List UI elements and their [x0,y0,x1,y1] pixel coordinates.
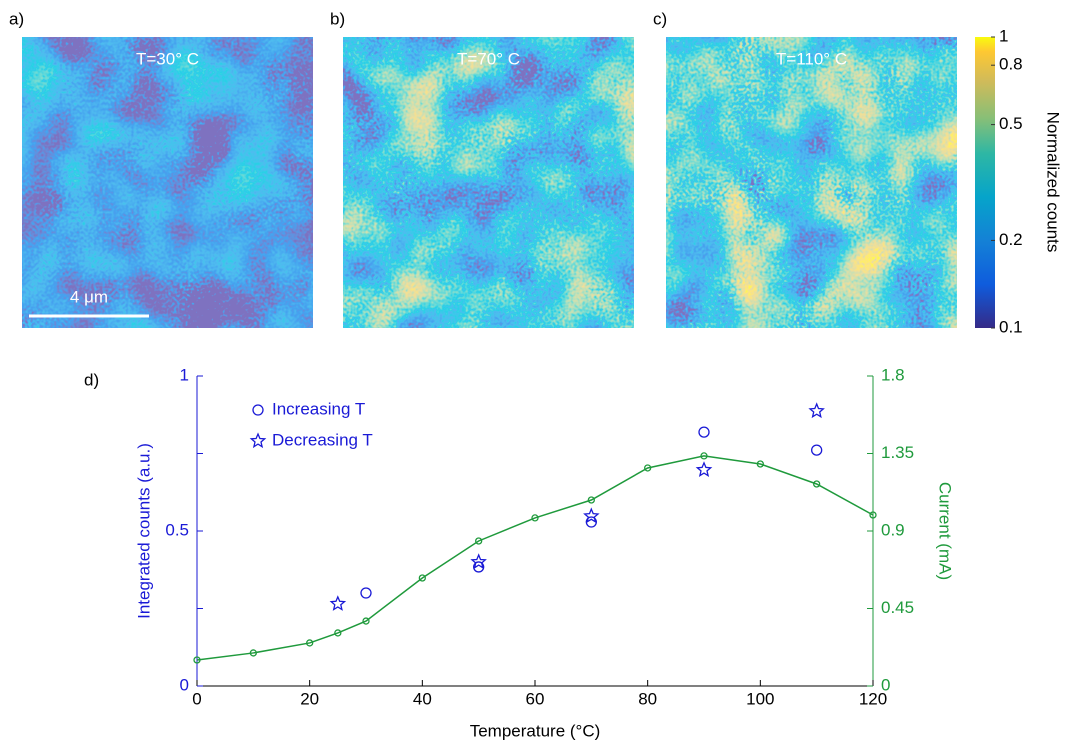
x-tick-label: 120 [859,689,887,708]
data-point [644,464,652,472]
data-point [583,507,600,524]
panel-title: T=70° C [457,49,520,68]
colorbar-tick-label: 1 [999,26,1008,45]
data-point [700,452,708,460]
data-point [193,656,201,664]
legend-marker [249,432,267,449]
x-tick-label: 60 [526,689,545,708]
x-tick-label: 100 [746,689,774,708]
y2-tick-label: 1.35 [881,443,914,462]
data-point [698,426,710,438]
panel-label: a) [9,9,24,28]
heatmap-image [666,37,957,328]
colorbar [975,37,995,328]
data-point [473,561,485,573]
panel-label: b) [330,9,345,28]
legend-label: Decreasing T [272,430,373,449]
colorbar-tick-label: 0.8 [999,55,1023,74]
y2-tick-label: 0.9 [881,520,905,539]
y-tick-label: 1 [180,365,189,384]
x-tick-label: 0 [192,689,201,708]
y2-tick-label: 1.8 [881,365,905,384]
colorbar-label: Normalized counts [1044,112,1063,253]
data-point [531,514,539,522]
y2-axis-label: Current (mA) [936,482,955,580]
data-point [360,587,372,599]
x-tick-label: 80 [638,689,657,708]
data-point [470,553,487,570]
current-line [196,455,874,661]
scale-bar-label: 4 μm [70,287,108,306]
data-point [811,444,823,456]
heatmap-image [22,37,313,328]
heatmap-image [343,37,634,328]
colorbar-tick-label: 0.1 [999,317,1023,336]
data-point [813,480,821,488]
data-point [695,461,713,477]
data-point [306,639,314,647]
legend-marker [252,404,264,416]
data-point [808,402,825,419]
panel-title: T=30° C [136,49,199,68]
colorbar-tick-label: 0.5 [999,114,1023,133]
x-tick-label: 40 [413,689,432,708]
x-axis-label: Temperature (°C) [470,721,601,740]
y-axis-label: Integrated counts (a.u.) [134,443,153,619]
legend-label: Increasing T [272,399,365,418]
data-point [329,595,347,611]
x-tick-label: 20 [300,689,319,708]
data-point [334,629,342,637]
panel-label: d) [84,370,99,389]
data-point [475,537,483,545]
panel-label: c) [653,9,667,28]
y-tick-label: 0.5 [165,520,189,539]
colorbar-tick-label: 0.2 [999,230,1023,249]
y2-tick-label: 0.45 [881,598,914,617]
data-point [869,511,877,519]
data-point [587,496,595,504]
data-point [249,649,257,657]
y-tick-label: 0 [180,675,189,694]
panel-title: T=110° C [776,49,847,68]
data-point [585,516,597,528]
y2-tick-label: 0 [881,675,890,694]
data-point [362,617,370,625]
data-point [756,460,764,468]
data-point [418,574,426,582]
